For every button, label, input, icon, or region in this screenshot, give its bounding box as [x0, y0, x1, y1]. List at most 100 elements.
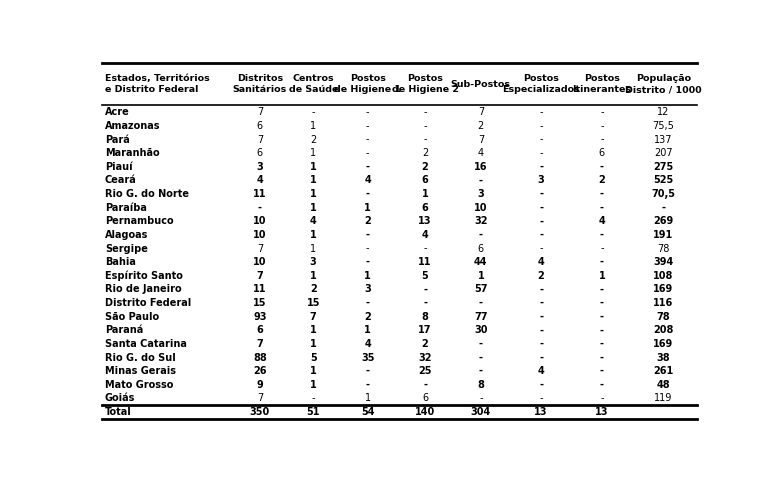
Text: 304: 304: [471, 407, 491, 417]
Text: -: -: [423, 285, 427, 295]
Text: -: -: [424, 121, 427, 131]
Text: -: -: [600, 243, 604, 253]
Text: 7: 7: [257, 107, 263, 117]
Text: -: -: [539, 135, 543, 145]
Text: 38: 38: [657, 353, 670, 363]
Text: 1: 1: [310, 325, 317, 335]
Text: 2: 2: [310, 285, 317, 295]
Text: Centros
de Saúde: Centros de Saúde: [289, 74, 338, 94]
Text: 4: 4: [364, 339, 371, 349]
Text: 6: 6: [599, 148, 605, 158]
Text: -: -: [600, 121, 604, 131]
Text: 1: 1: [310, 230, 317, 240]
Text: 10: 10: [474, 203, 488, 213]
Text: 3: 3: [257, 162, 263, 172]
Text: 7: 7: [257, 243, 263, 253]
Text: 191: 191: [653, 230, 673, 240]
Text: 4: 4: [478, 148, 484, 158]
Text: 17: 17: [418, 325, 432, 335]
Text: Postos
Itinerantes: Postos Itinerantes: [573, 74, 631, 94]
Text: 4: 4: [257, 175, 263, 185]
Text: Alagoas: Alagoas: [105, 230, 148, 240]
Text: -: -: [600, 257, 604, 267]
Text: 269: 269: [653, 217, 673, 226]
Text: 54: 54: [361, 407, 374, 417]
Text: -: -: [479, 339, 483, 349]
Text: -: -: [424, 243, 427, 253]
Text: -: -: [479, 230, 483, 240]
Text: -: -: [539, 189, 543, 199]
Text: 2: 2: [422, 339, 428, 349]
Text: 1: 1: [310, 189, 317, 199]
Text: -: -: [600, 325, 604, 335]
Text: 1: 1: [598, 271, 605, 281]
Text: 1: 1: [310, 339, 317, 349]
Text: Acre: Acre: [105, 107, 129, 117]
Text: 77: 77: [474, 312, 488, 322]
Text: 11: 11: [253, 189, 267, 199]
Text: -: -: [600, 353, 604, 363]
Text: 70,5: 70,5: [651, 189, 675, 199]
Text: Amazonas: Amazonas: [105, 121, 160, 131]
Text: 16: 16: [474, 162, 488, 172]
Text: 51: 51: [307, 407, 320, 417]
Text: 4: 4: [364, 175, 371, 185]
Text: -: -: [600, 285, 604, 295]
Text: -: -: [600, 380, 604, 390]
Text: -: -: [366, 230, 370, 240]
Text: 7: 7: [477, 107, 484, 117]
Text: 30: 30: [474, 325, 488, 335]
Text: São Paulo: São Paulo: [105, 312, 159, 322]
Text: -: -: [661, 203, 665, 213]
Text: -: -: [366, 189, 370, 199]
Text: -: -: [366, 380, 370, 390]
Text: 75,5: 75,5: [652, 121, 674, 131]
Text: Total: Total: [105, 407, 132, 417]
Text: 5: 5: [422, 271, 428, 281]
Text: -: -: [539, 298, 543, 308]
Text: 2: 2: [422, 162, 428, 172]
Text: 3: 3: [310, 257, 317, 267]
Text: 10: 10: [253, 230, 267, 240]
Text: 2: 2: [477, 121, 484, 131]
Text: 13: 13: [418, 217, 432, 226]
Text: Piauí: Piauí: [105, 162, 133, 172]
Text: 25: 25: [418, 366, 432, 376]
Text: 261: 261: [653, 366, 673, 376]
Text: Mato Grosso: Mato Grosso: [105, 380, 173, 390]
Text: Pernambuco: Pernambuco: [105, 217, 173, 226]
Text: -: -: [366, 366, 370, 376]
Text: 6: 6: [422, 393, 428, 403]
Text: 10: 10: [253, 257, 267, 267]
Text: 13: 13: [534, 407, 548, 417]
Text: -: -: [600, 298, 604, 308]
Text: 1: 1: [310, 162, 317, 172]
Text: 32: 32: [474, 217, 488, 226]
Text: 6: 6: [257, 148, 263, 158]
Text: 1: 1: [310, 366, 317, 376]
Text: 2: 2: [310, 135, 317, 145]
Text: 2: 2: [598, 175, 605, 185]
Text: 208: 208: [653, 325, 674, 335]
Text: 7: 7: [477, 135, 484, 145]
Text: 8: 8: [477, 380, 484, 390]
Text: 26: 26: [253, 366, 267, 376]
Text: Goiás: Goiás: [105, 393, 135, 403]
Text: 78: 78: [657, 312, 670, 322]
Text: Rio G. do Norte: Rio G. do Norte: [105, 189, 189, 199]
Text: 7: 7: [310, 312, 317, 322]
Text: -: -: [600, 339, 604, 349]
Text: 2: 2: [364, 312, 371, 322]
Text: 140: 140: [415, 407, 435, 417]
Text: 9: 9: [257, 380, 263, 390]
Text: -: -: [539, 312, 543, 322]
Text: -: -: [366, 243, 370, 253]
Text: -: -: [479, 353, 483, 363]
Text: 137: 137: [654, 135, 672, 145]
Text: -: -: [366, 121, 370, 131]
Text: -: -: [258, 203, 262, 213]
Text: 1: 1: [310, 121, 317, 131]
Text: 169: 169: [653, 339, 673, 349]
Text: -: -: [600, 393, 604, 403]
Text: -: -: [479, 175, 483, 185]
